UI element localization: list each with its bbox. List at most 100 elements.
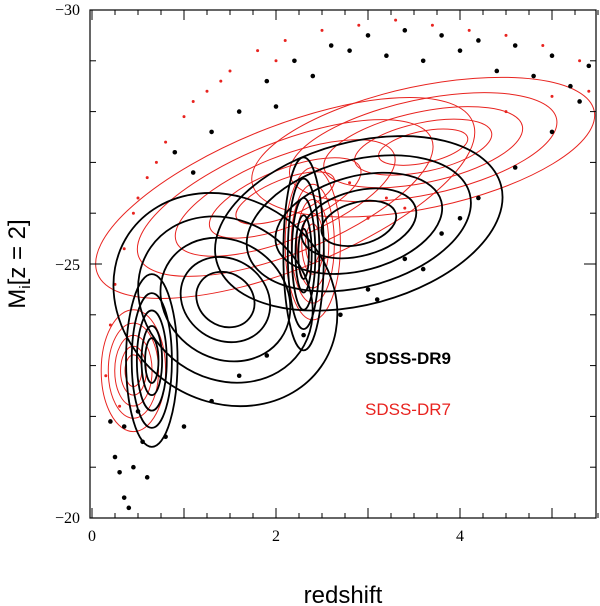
dr9-contour-2-4 — [195, 270, 256, 329]
dr7-point-22 — [154, 160, 158, 164]
dr7-point-20 — [118, 404, 122, 408]
dr7-point-25 — [274, 59, 278, 63]
dr9-point-16 — [338, 312, 343, 318]
dr9-point-6 — [144, 475, 150, 480]
legend-entry-dr7: SDSS-DR7 — [365, 400, 451, 419]
dr7-point-21 — [136, 196, 140, 200]
dr9-point-39 — [549, 53, 555, 59]
dr7-point-27 — [403, 206, 407, 210]
axis-ticks — [90, 9, 599, 519]
dr9-point-5 — [140, 439, 145, 445]
dr7-contour-3-1 — [288, 92, 558, 203]
dr7-data-layer — [95, 18, 596, 433]
dr7-point-18 — [578, 59, 582, 63]
dr7-point-31 — [550, 94, 554, 98]
dr9-contour-0-4 — [144, 337, 160, 384]
dr7-point-11 — [320, 28, 324, 32]
dr9-point-9 — [135, 409, 141, 414]
dr9-point-40 — [586, 63, 592, 69]
dr9-point-2 — [121, 495, 127, 500]
dr9-point-31 — [264, 78, 270, 84]
dr7-contour-3-0 — [251, 76, 596, 218]
dr9-point-32 — [292, 58, 297, 64]
dr9-point-15 — [301, 332, 306, 338]
dr9-point-10 — [163, 434, 168, 440]
dr7-point-23 — [191, 99, 195, 103]
dr9-point-18 — [402, 256, 408, 262]
dr9-contour-2-3 — [179, 256, 272, 344]
dr9-point-0 — [112, 454, 118, 460]
dr9-point-30 — [236, 109, 242, 114]
y-tick-label-minus-20: −20 — [55, 510, 80, 527]
dr7-point-7 — [205, 89, 209, 93]
dr9-contour-1-4 — [297, 227, 310, 280]
dr9-contour-2-2 — [159, 236, 292, 363]
dr9-point-4 — [131, 464, 136, 470]
dr7-point-4 — [145, 176, 149, 180]
dr7-point-28 — [366, 216, 370, 220]
dr9-point-28 — [190, 170, 196, 175]
x-axis-title: redshift — [304, 582, 383, 606]
dr9-point-20 — [476, 195, 481, 201]
dr7-point-16 — [504, 33, 508, 37]
dr9-point-49 — [568, 83, 573, 89]
dr7-point-10 — [283, 38, 287, 42]
dr7-point-32 — [587, 89, 591, 93]
legend-entry-dr9: SDSS-DR9 — [365, 349, 451, 368]
dr9-point-34 — [365, 33, 371, 38]
dr7-point-9 — [256, 49, 260, 53]
dr9-contour-3-2 — [274, 171, 444, 275]
dr9-point-26 — [457, 215, 463, 221]
dr9-point-11 — [181, 424, 187, 429]
dr9-contour-0-3 — [140, 325, 164, 396]
y-axis-title-subscript: i — [17, 285, 34, 288]
dr9-data-layer — [108, 28, 592, 511]
x-tick-label-2: 2 — [272, 528, 280, 545]
dr9-contour-0-1 — [130, 292, 173, 429]
y-tick-label-minus-30: −30 — [55, 2, 80, 19]
dr7-contour-3-3 — [354, 118, 493, 176]
x-tick-label-0: 0 — [88, 528, 96, 545]
dr9-point-14 — [264, 353, 270, 358]
dr9-contour-3-1 — [245, 154, 472, 293]
dr7-point-15 — [467, 28, 471, 32]
y-axis-title: Mi[z = 2] — [4, 219, 34, 308]
dr7-point-26 — [384, 196, 388, 200]
plot-frame — [89, 9, 597, 519]
dr9-contour-2-0 — [112, 192, 339, 408]
dr9-point-22 — [549, 129, 555, 135]
dr7-point-13 — [394, 18, 398, 22]
dr7-point-3 — [131, 211, 135, 215]
dr9-point-12 — [209, 398, 214, 404]
dr9-contour-3-0 — [214, 135, 504, 312]
dr9-point-44 — [384, 53, 389, 59]
dr7-contour-1-4 — [235, 171, 335, 225]
dr7-point-0 — [108, 323, 112, 327]
dr7-point-5 — [164, 140, 168, 144]
y-axis-title-main: M — [4, 289, 31, 309]
y-axis-title-rest: [z = 2] — [4, 219, 31, 285]
dr9-point-48 — [531, 73, 536, 79]
dr9-point-33 — [328, 43, 334, 48]
dr7-point-30 — [504, 110, 508, 114]
dr9-contour-2-1 — [137, 215, 314, 384]
dr9-contour-1-3 — [294, 214, 313, 294]
dr9-contour-0-0 — [125, 273, 179, 448]
dr7-point-29 — [348, 181, 352, 185]
dr9-point-23 — [577, 99, 582, 104]
dr9-point-1 — [117, 469, 122, 475]
dr7-point-24 — [219, 79, 223, 83]
dr9-point-7 — [121, 424, 127, 429]
dr9-point-43 — [347, 48, 352, 53]
dr9-point-29 — [209, 129, 214, 135]
dr9-point-8 — [108, 419, 113, 424]
dr7-point-17 — [541, 44, 545, 48]
dr9-contour-3-3 — [300, 187, 418, 260]
dr9-contour-3-4 — [320, 199, 398, 247]
dr7-point-8 — [228, 69, 232, 73]
dr9-point-21 — [512, 165, 518, 170]
dr9-point-13 — [236, 373, 242, 379]
dr9-point-19 — [439, 231, 444, 236]
dr7-point-6 — [182, 115, 186, 119]
